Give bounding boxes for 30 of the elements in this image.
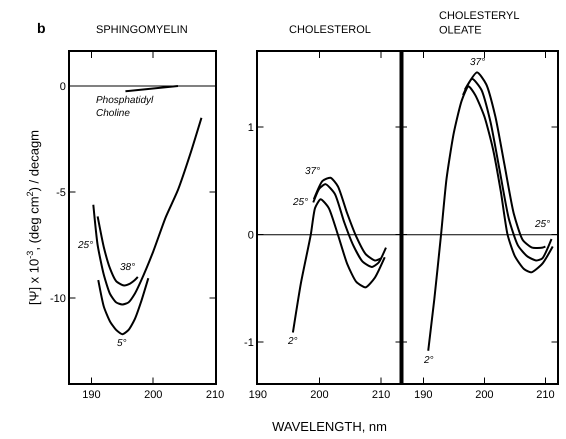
- x-axis-title: WAVELENGTH, nm: [272, 419, 388, 434]
- chart-title: SPHINGOMYELIN: [96, 24, 188, 36]
- chart-title: CHOLESTERYL OLEATE: [439, 10, 520, 36]
- x-tick-label: 200: [475, 388, 494, 401]
- y-tick-label: -1: [244, 337, 254, 350]
- x-tick-label: 190: [248, 388, 267, 401]
- text: b: [37, 20, 46, 36]
- series-label: 2°: [423, 355, 434, 366]
- x-tick-label: 190: [82, 388, 101, 401]
- x-tick-label: 210: [206, 388, 224, 401]
- x-tick-label: 210: [372, 388, 390, 401]
- legend-label: 37°: [470, 57, 486, 68]
- x-tick-label: 190: [414, 388, 433, 401]
- series-label: 25°: [292, 197, 308, 208]
- y-tick-label: 0: [248, 230, 254, 242]
- series-label: 25°: [534, 219, 550, 230]
- x-tick-label: 200: [310, 388, 329, 401]
- x-tick-label: 210: [536, 388, 555, 401]
- series-label: Phosphatidyl Choline: [96, 95, 154, 119]
- y-tick-label: 0: [60, 80, 66, 93]
- chart-title: CHOLESTEROL: [289, 24, 371, 36]
- x-tick-label: 200: [144, 388, 162, 401]
- series-label: 2°: [287, 336, 298, 347]
- series-label: 38°: [120, 262, 136, 273]
- y-tick-label: -5: [56, 186, 66, 199]
- y-tick-label: -10: [50, 292, 66, 305]
- series-label: 5°: [117, 338, 127, 349]
- y-tick-label: 1: [248, 122, 254, 134]
- series-label: 25°: [77, 240, 94, 251]
- series-label: 37°: [305, 166, 320, 177]
